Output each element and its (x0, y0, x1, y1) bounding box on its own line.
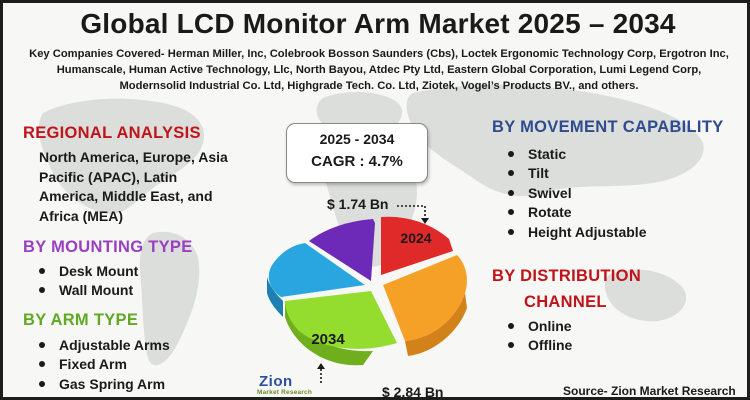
list-item: Static (508, 144, 647, 164)
list-item-label: Swivel (528, 184, 572, 201)
pie-slice-green (285, 291, 397, 349)
list-item: Fixed Arm (39, 355, 170, 375)
bullet-icon (39, 361, 45, 368)
regional-analysis-text: North America, Europe, Asia Pacific (APA… (39, 149, 228, 224)
arm-type-list: Adjustable Arms Fixed Arm Gas Spring Arm (39, 335, 170, 394)
list-item-label: Fixed Arm (59, 356, 127, 373)
movement-capability-heading: BY MOVEMENT CAPABILITY (492, 118, 724, 136)
list-item-label: Online (528, 317, 572, 334)
pie-slice-blue (268, 243, 365, 297)
bullet-icon (508, 342, 514, 349)
leader-arrow-2034 (317, 363, 325, 369)
cagr-callout: 2025 - 2034 CAGR : 4.7% (286, 123, 428, 183)
list-item: Online (508, 316, 572, 336)
bullet-icon (39, 341, 45, 348)
market-pie-graphic: 2024 2034 (267, 205, 467, 383)
market-value-2034: $ 2.84 Bn (382, 384, 444, 400)
distribution-channel-heading: BY DISTRIBUTION CHANNEL (492, 263, 712, 315)
bullet-icon (39, 267, 45, 274)
list-item: Rotate (508, 203, 647, 223)
pie-label-2024: 2024 (400, 230, 431, 246)
pie-label-2034: 2034 (311, 331, 345, 348)
distribution-channel-list: Online Offline (508, 316, 572, 355)
forecast-period: 2025 - 2034 (319, 131, 395, 147)
bullet-icon (508, 170, 514, 177)
list-item: Desk Mount (39, 261, 138, 281)
bullet-icon (508, 322, 514, 329)
regional-analysis-heading: REGIONAL ANALYSIS (23, 124, 201, 142)
pie-slice-red (381, 216, 453, 275)
list-item: Wall Mount (39, 281, 138, 301)
cagr-value: CAGR : 4.7% (311, 153, 403, 170)
list-item: Offline (508, 336, 572, 356)
leader-line-2034 (320, 365, 322, 383)
list-item-label: Adjustable Arms (59, 336, 170, 353)
list-item-label: Offline (528, 337, 573, 354)
key-companies-text: Key Companies Covered- Herman Miller, In… (29, 48, 729, 92)
source-credit: Source- Zion Market Research (563, 384, 736, 398)
bullet-icon (39, 380, 45, 387)
leader-line-2024 (397, 205, 426, 220)
list-item-label: Wall Mount (59, 282, 134, 299)
list-item: Height Adjustable (508, 222, 647, 242)
bullet-icon (39, 287, 45, 294)
mounting-type-list: Desk Mount Wall Mount (39, 261, 138, 300)
distribution-heading-line2: CHANNEL (524, 293, 607, 311)
logo-subtitle: Market Research (257, 389, 313, 396)
movement-capability-list: Static Tilt Swivel Rotate Height Adjusta… (508, 144, 647, 242)
pie-slice-orange (383, 255, 467, 341)
bullet-icon (508, 209, 514, 216)
market-value-2024: $ 1.74 Bn (327, 196, 389, 212)
zion-logo: Zion Market Research (249, 373, 319, 397)
leader-arrow-2024 (421, 218, 429, 224)
logo-name: Zion (259, 373, 293, 390)
bullet-icon (508, 189, 514, 196)
pie-slice-purple (309, 219, 375, 281)
pie-side-blue (267, 277, 283, 317)
list-item: Adjustable Arms (39, 335, 170, 355)
list-item-label: Height Adjustable (528, 223, 647, 240)
list-item-label: Tilt (528, 165, 549, 182)
list-item: Gas Spring Arm (39, 374, 170, 394)
pie-side-orange (405, 293, 467, 356)
list-item: Swivel (508, 183, 647, 203)
bullet-icon (508, 150, 514, 157)
list-item-label: Rotate (528, 204, 572, 221)
page-title: Global LCD Monitor Arm Market 2025 – 203… (80, 8, 676, 39)
mounting-type-heading: BY MOUNTING TYPE (23, 238, 193, 256)
list-item-label: Desk Mount (59, 262, 139, 279)
distribution-heading-line1: BY DISTRIBUTION (492, 267, 642, 285)
list-item: Tilt (508, 164, 647, 184)
arm-type-heading: BY ARM TYPE (23, 311, 139, 329)
list-item-label: Gas Spring Arm (59, 375, 166, 392)
bullet-icon (508, 228, 514, 235)
list-item-label: Static (528, 145, 567, 162)
